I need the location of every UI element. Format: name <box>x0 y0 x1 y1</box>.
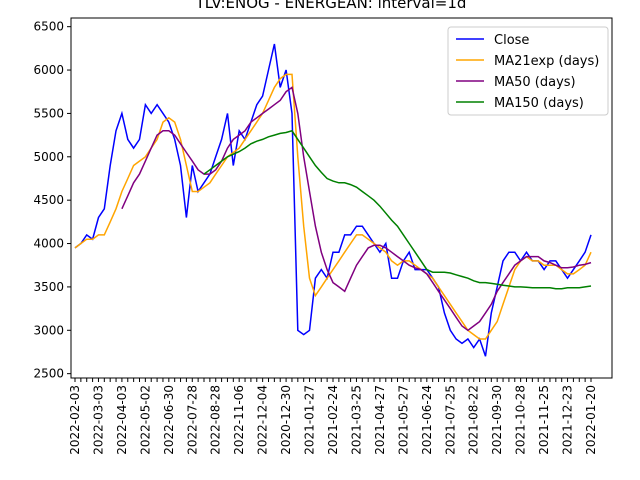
x-tick-label: 2021-10-28 <box>514 385 528 455</box>
x-tick-label: 2022-05-02 <box>138 385 152 455</box>
x-tick-label: 2022-01-20 <box>584 385 598 455</box>
y-tick-label: 2500 <box>33 367 64 381</box>
x-tick-label: 2021-11-25 <box>537 385 551 455</box>
x-tick-label: 2022-08-28 <box>209 385 223 455</box>
plot-frame <box>70 17 613 379</box>
series-line <box>74 43 592 357</box>
x-tick-label: 2021-05-27 <box>396 385 410 455</box>
series-line <box>121 86 592 332</box>
series-line <box>203 129 592 290</box>
x-tick-label: 2021-07-25 <box>443 385 457 455</box>
y-tick-label: 6000 <box>33 63 64 77</box>
y-tick-label: 4500 <box>33 193 64 207</box>
chart-title: TLV:ENOG - ENERGEAN: interval=1d <box>195 0 467 12</box>
y-tick-label: 5000 <box>33 150 64 164</box>
x-tick-label: 2020-12-30 <box>279 385 293 455</box>
x-tick-label: 2021-01-27 <box>303 385 317 455</box>
y-tick-label: 6500 <box>33 20 64 34</box>
y-tick-label: 5500 <box>33 106 64 120</box>
legend-label: Close <box>494 33 529 48</box>
x-tick-label: 2022-04-03 <box>115 385 129 455</box>
x-tick-label: 2021-06-24 <box>420 385 434 455</box>
x-tick-label: 2021-12-23 <box>561 385 575 455</box>
y-tick-label: 3500 <box>33 280 64 294</box>
x-tick-label: 2021-09-30 <box>490 385 504 455</box>
legend-box <box>447 26 609 116</box>
legend-label: MA21exp (days) <box>494 54 599 69</box>
y-tick-label: 4000 <box>33 237 64 251</box>
legend-label: MA150 (days) <box>494 96 584 111</box>
y-tick-label: 3000 <box>33 323 64 337</box>
x-tick-label: 2022-02-03 <box>68 385 82 455</box>
x-tick-label: 2021-08-22 <box>467 385 481 455</box>
series-line <box>74 73 592 340</box>
x-tick-label: 2022-03-03 <box>91 385 105 455</box>
x-tick-label: 2021-02-24 <box>326 385 340 455</box>
x-tick-label: 2022-12-04 <box>256 385 270 455</box>
legend-label: MA50 (days) <box>494 75 576 90</box>
x-tick-label: 2021-04-27 <box>373 385 387 455</box>
x-tick-label: 2022-07-28 <box>185 385 199 455</box>
x-tick-label: 2021-03-25 <box>349 385 363 455</box>
x-tick-label: 2022-06-30 <box>162 385 176 455</box>
x-tick-label: 2022-11-06 <box>232 385 246 455</box>
